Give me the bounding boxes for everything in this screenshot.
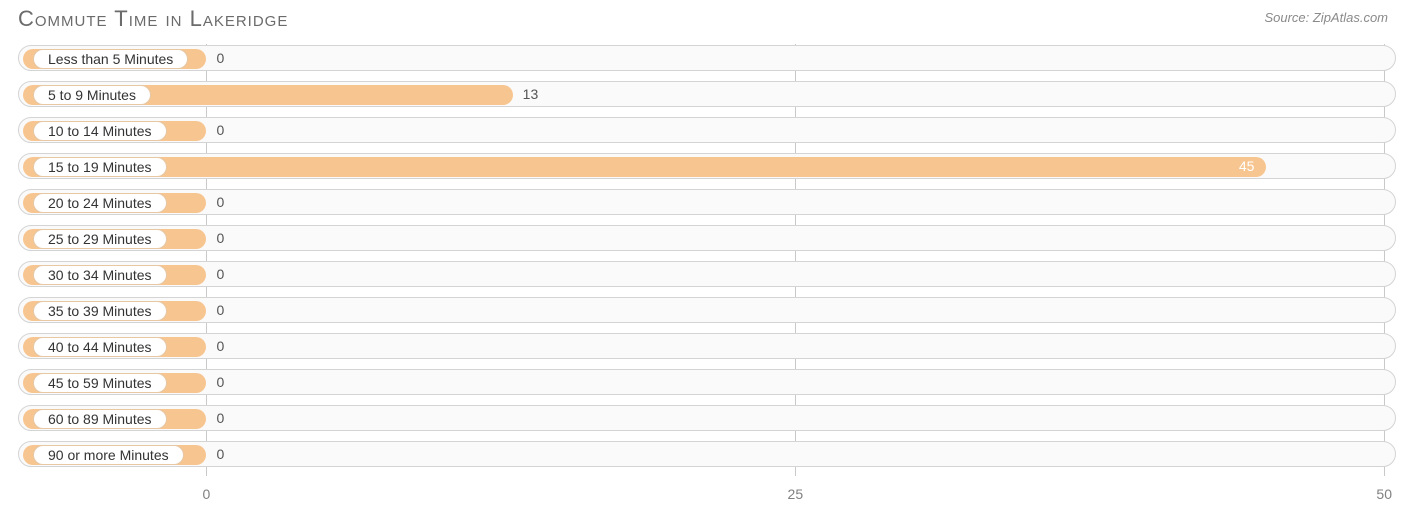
chart-track — [18, 441, 1396, 467]
chart-value-label: 0 — [216, 48, 224, 68]
chart-value-label: 0 — [216, 408, 224, 428]
chart-row: 0 30 to 34 Minutes — [18, 260, 1396, 288]
x-tick-label: 25 — [788, 486, 804, 502]
chart-value-label: 13 — [523, 84, 539, 104]
chart-track — [18, 297, 1396, 323]
chart-category-pill: 40 to 44 Minutes — [33, 337, 167, 357]
chart-row: 0 60 to 89 Minutes — [18, 404, 1396, 432]
chart-track — [18, 405, 1396, 431]
x-tick-label: 50 — [1376, 486, 1392, 502]
chart-row: 0 20 to 24 Minutes — [18, 188, 1396, 216]
chart-track — [18, 333, 1396, 359]
chart-category-pill: 60 to 89 Minutes — [33, 409, 167, 429]
chart-track — [18, 45, 1396, 71]
chart-value-label: 0 — [216, 300, 224, 320]
chart-plot-area: 0 Less than 5 Minutes 13 5 to 9 Minutes 0 10 … — [18, 44, 1396, 476]
chart-value-label: 0 — [216, 336, 224, 356]
chart-category-pill: 30 to 34 Minutes — [33, 265, 167, 285]
chart-category-pill: 45 to 59 Minutes — [33, 373, 167, 393]
chart-row: 0 35 to 39 Minutes — [18, 296, 1396, 324]
chart-x-axis: 0 25 50 — [18, 484, 1396, 508]
chart-category-pill: 15 to 19 Minutes — [33, 157, 167, 177]
chart-value-label: 0 — [216, 264, 224, 284]
chart-row: 0 25 to 29 Minutes — [18, 224, 1396, 252]
chart-value-label: 45 — [23, 156, 1266, 176]
chart-value-label: 0 — [216, 372, 224, 392]
chart-track — [18, 369, 1396, 395]
chart-track — [18, 189, 1396, 215]
chart-category-pill: 90 or more Minutes — [33, 445, 184, 465]
chart-row: 0 90 or more Minutes — [18, 440, 1396, 468]
chart-row: 0 Less than 5 Minutes — [18, 44, 1396, 72]
chart-category-pill: 10 to 14 Minutes — [33, 121, 167, 141]
chart-value-label: 0 — [216, 444, 224, 464]
chart-row: 0 10 to 14 Minutes — [18, 116, 1396, 144]
chart-row: 0 40 to 44 Minutes — [18, 332, 1396, 360]
chart-header: Commute Time in Lakeridge Source: ZipAtl… — [18, 6, 1388, 34]
chart-track — [18, 117, 1396, 143]
chart-value-label: 0 — [216, 120, 224, 140]
chart-row: 0 45 to 59 Minutes — [18, 368, 1396, 396]
chart-track — [18, 225, 1396, 251]
chart-row: 4515 to 19 Minutes — [18, 152, 1396, 180]
chart-value-label: 0 — [216, 228, 224, 248]
chart-row: 13 5 to 9 Minutes — [18, 80, 1396, 108]
chart-value-label: 0 — [216, 192, 224, 212]
chart-category-pill: 25 to 29 Minutes — [33, 229, 167, 249]
chart-track — [18, 261, 1396, 287]
chart-title: Commute Time in Lakeridge — [18, 6, 288, 31]
chart-category-pill: 5 to 9 Minutes — [33, 85, 151, 105]
chart-category-pill: 20 to 24 Minutes — [33, 193, 167, 213]
x-tick-label: 0 — [203, 486, 211, 502]
chart-category-pill: Less than 5 Minutes — [33, 49, 188, 69]
chart-source: Source: ZipAtlas.com — [1264, 10, 1388, 25]
chart-category-pill: 35 to 39 Minutes — [33, 301, 167, 321]
